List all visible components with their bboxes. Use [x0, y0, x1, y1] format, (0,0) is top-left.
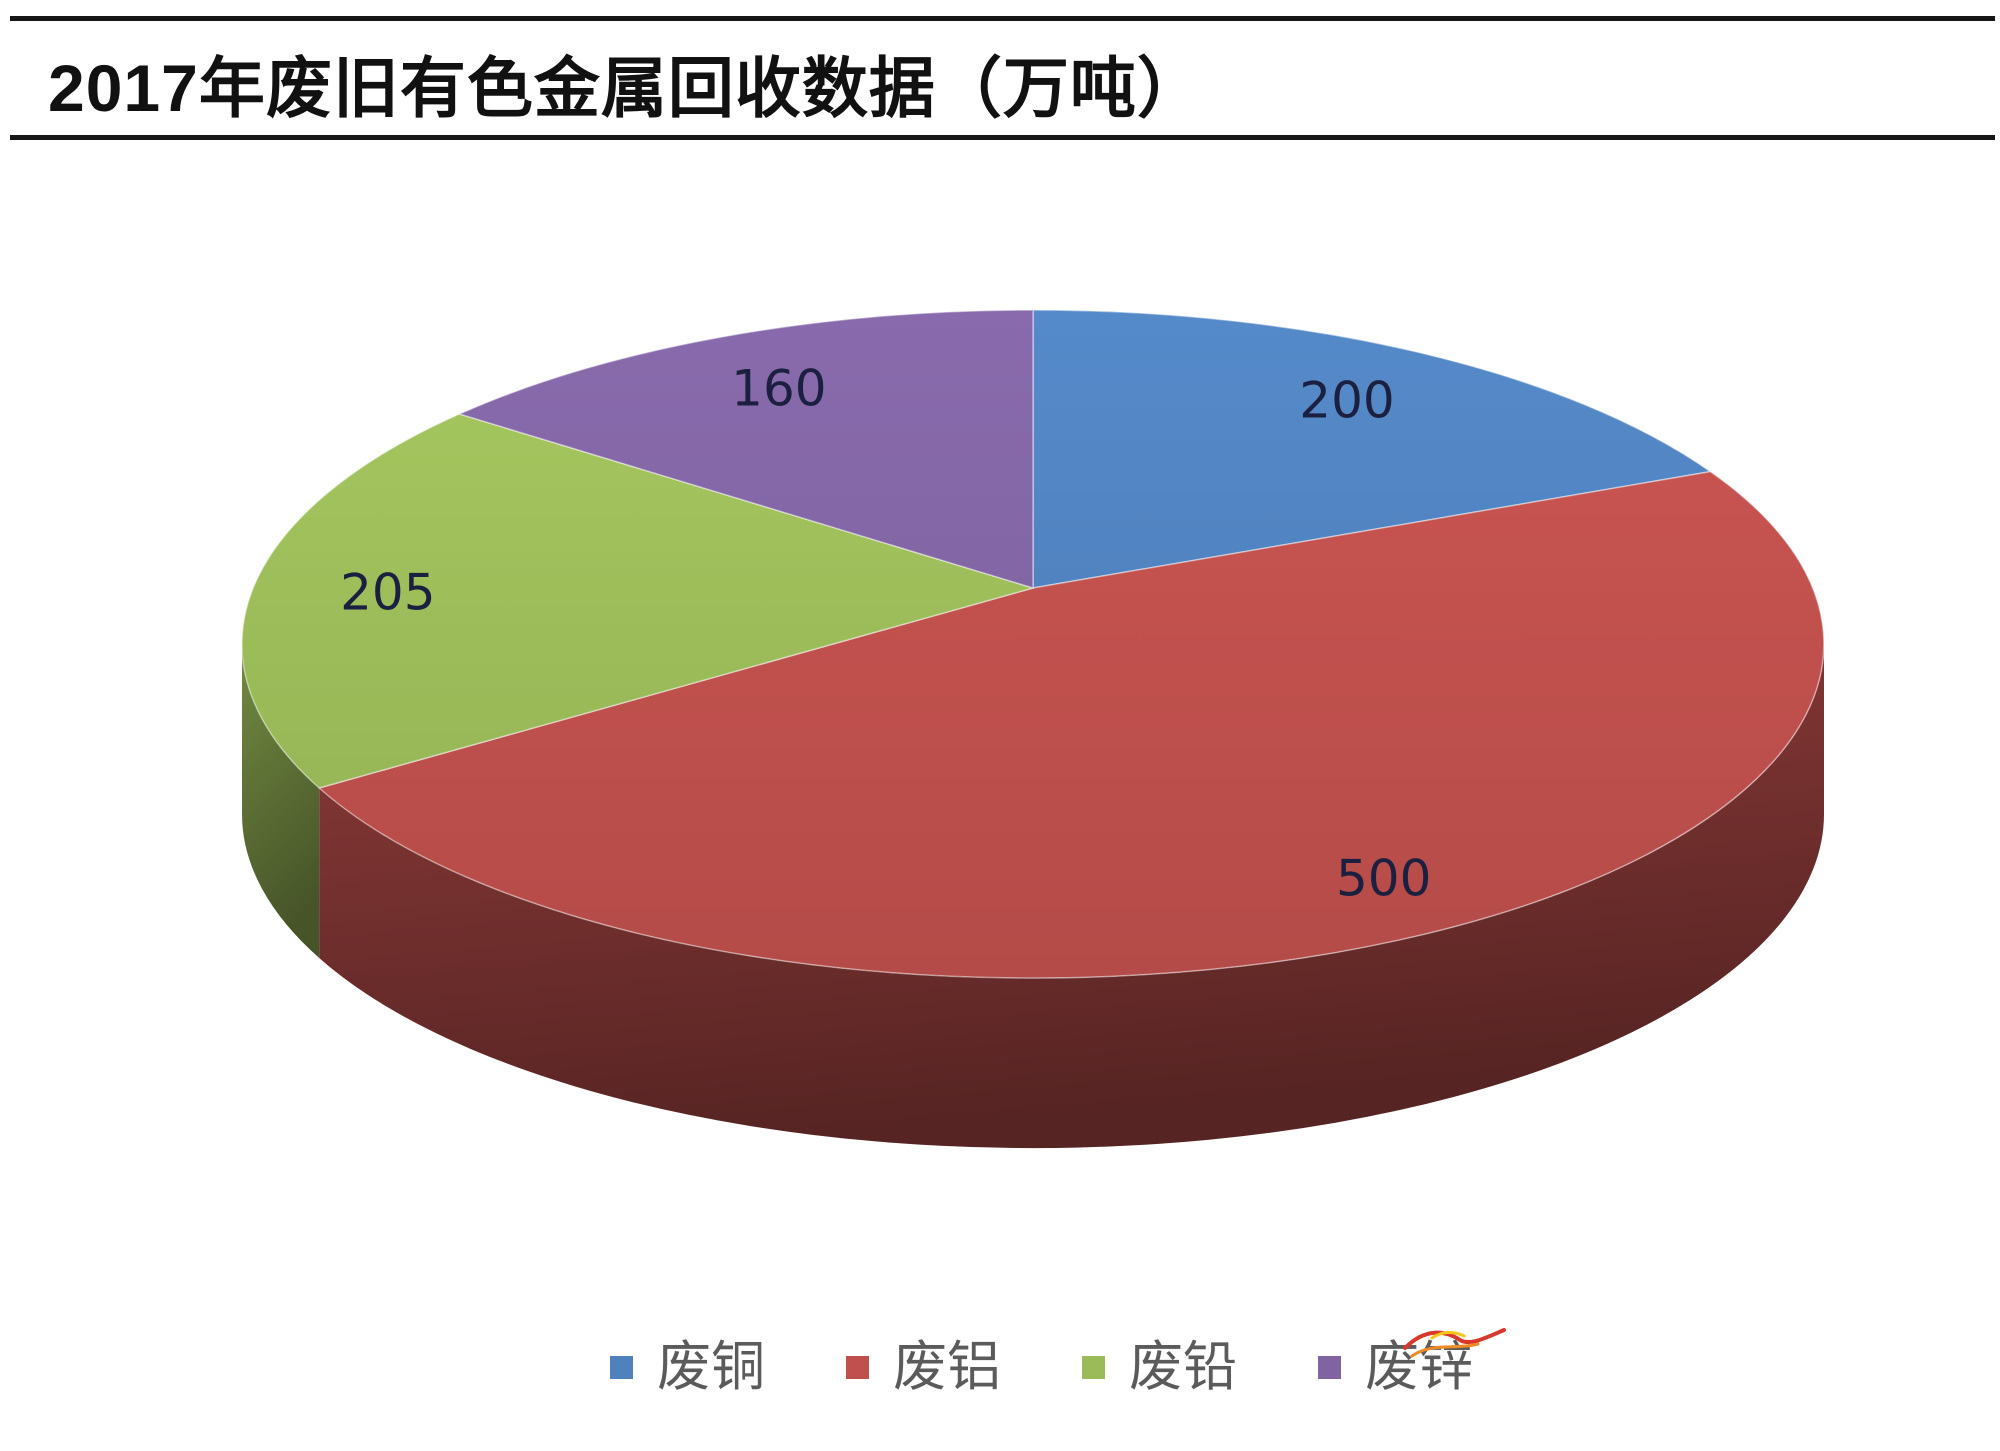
pie-sides: [241, 644, 1825, 1149]
pie-chart: 200 500 205 160: [241, 309, 1825, 1149]
pie-slice-side-3: [241, 644, 320, 958]
pie-slice-4: [458, 309, 1034, 589]
title-bottom-rule: [10, 135, 1995, 140]
title-top-rule: [10, 16, 1995, 21]
legend-item: 废铝: [846, 1336, 1082, 1398]
legend-item: 废锌: [1318, 1336, 1554, 1398]
data-label-3: 205: [340, 564, 435, 622]
legend-label: 废铝: [893, 1335, 1001, 1398]
pie-slice-2: [318, 470, 1825, 979]
watermark-logo: [1403, 1328, 1506, 1358]
data-label-1: 200: [1299, 372, 1394, 430]
legend-swatch: [1318, 1355, 1341, 1379]
legend-item: 废铜: [610, 1336, 846, 1398]
legend-label: 废铅: [1129, 1335, 1237, 1398]
pie-slice-1: [1032, 309, 1712, 589]
pie-data-labels: 200 500 205 160: [340, 359, 1431, 907]
legend-item: 废铅: [1082, 1336, 1318, 1398]
data-label-4: 160: [731, 359, 826, 417]
chart-title: 2017年废旧有色金属回收数据（万吨）: [48, 51, 1204, 125]
legend-swatch: [610, 1355, 633, 1379]
legend-label: 废铜: [657, 1335, 765, 1398]
pie-slice-side-2: [319, 644, 1825, 1149]
pie-slice-3: [241, 413, 1034, 789]
legend-swatch: [846, 1355, 869, 1379]
legend: 废铜 废铝 废铅 废锌: [610, 1336, 1554, 1398]
pie-tops: [241, 309, 1825, 979]
legend-swatch: [1082, 1355, 1105, 1379]
data-label-2: 500: [1336, 849, 1431, 907]
